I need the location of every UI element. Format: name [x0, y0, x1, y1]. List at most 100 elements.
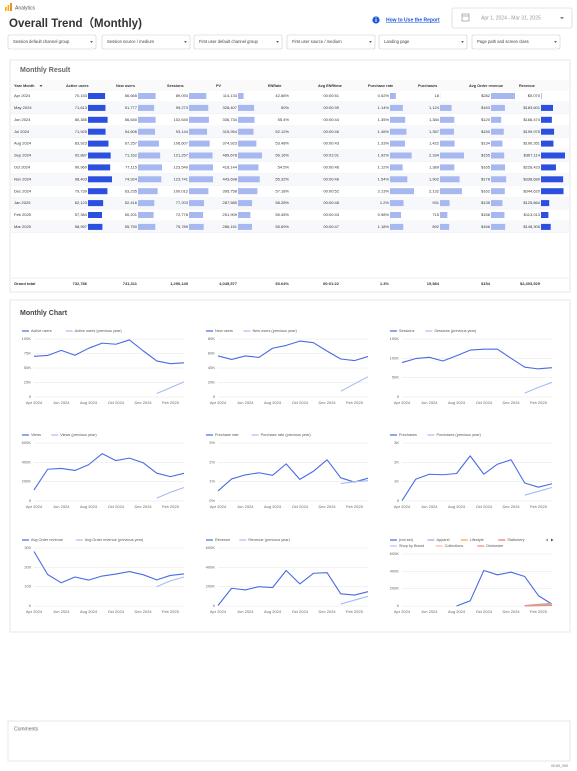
comments-box[interactable]: [7, 720, 571, 762]
x-tick-label: Jun 2024: [421, 609, 438, 614]
legend-label: Apparel: [436, 538, 449, 542]
cell-value: 1.46%: [378, 129, 390, 134]
filter-dropdown[interactable]: Session source / medium: [101, 34, 191, 50]
cell-value: $344,620: [523, 188, 540, 193]
column-header[interactable]: PV: [216, 84, 222, 88]
cell-value: 1.35%: [378, 117, 390, 122]
filter-label[interactable]: Session default channel group: [13, 39, 70, 44]
date-range[interactable]: Apr 1, 2024 - Mar 31, 2025: [481, 15, 541, 21]
filter-label[interactable]: First user default channel group: [199, 39, 259, 44]
cell-value: $5,070: [528, 93, 541, 98]
chart-section-title: Monthly Chart: [20, 310, 68, 317]
column-header[interactable]: Purchase rate: [368, 84, 393, 88]
cell-bar: [440, 140, 455, 147]
x-tick-label: Jun 2024: [237, 504, 254, 509]
row-label: Jan 2025: [14, 200, 31, 205]
cell-bar: [491, 223, 506, 230]
cell-value: 00:00:51: [323, 93, 339, 98]
filter-box[interactable]: [193, 34, 283, 50]
total-value: 741,311: [123, 281, 138, 286]
y-tick-label: 100: [24, 584, 31, 589]
column-header[interactable]: Sessions: [167, 84, 184, 88]
y-tick-label: 400K: [390, 568, 400, 573]
cell-bar: [138, 128, 155, 135]
filter-label[interactable]: Landing page: [384, 39, 410, 44]
cell-bar: [138, 104, 155, 111]
legend-label: Purchases (previous year): [436, 433, 481, 437]
help-icon[interactable]: [372, 16, 380, 24]
column-header[interactable]: Active users: [66, 84, 89, 88]
cell-value: 00:00:39: [323, 105, 339, 110]
cell-value: $120: [481, 117, 491, 122]
filter-dropdown[interactable]: Page path and screen class: [471, 34, 561, 50]
x-tick-label: Feb 2025: [530, 400, 548, 405]
x-tick-label: Feb 2025: [530, 504, 548, 509]
cell-bar: [541, 104, 554, 111]
legend-label: Revenue (previous year): [248, 538, 290, 542]
filter-box[interactable]: [471, 34, 561, 50]
cell-bar: [189, 200, 204, 207]
cell-value: 56.16%: [275, 153, 289, 158]
footer-code: 00:89_090: [551, 764, 568, 768]
total-value: $2,403,929: [520, 281, 541, 286]
filter-dropdown[interactable]: First user source / medium: [286, 34, 376, 50]
cell-bar: [390, 164, 403, 171]
column-header[interactable]: Revenue: [519, 84, 535, 88]
cell-value: $162: [481, 188, 491, 193]
filter-box[interactable]: [378, 34, 468, 50]
cell-bar: [390, 200, 404, 207]
cell-bar: [189, 128, 208, 135]
filter-box[interactable]: [101, 34, 191, 50]
x-tick-label: Aug 2024: [80, 609, 98, 614]
cell-value: 55.45%: [275, 212, 289, 217]
cell-bar: [390, 140, 405, 147]
filter-dropdown[interactable]: Session default channel group: [7, 34, 97, 50]
cell-bar: [238, 128, 254, 135]
cell-value: 54,606: [125, 129, 138, 134]
cell-value: 51,777: [125, 105, 138, 110]
cell-bar: [491, 104, 505, 111]
cell-value: 1,422: [429, 141, 440, 146]
x-tick-label: Apr 2024: [26, 400, 43, 405]
column-header[interactable]: ENRate: [268, 84, 282, 88]
filter-label[interactable]: Session source / medium: [107, 39, 155, 44]
cell-bar: [440, 188, 462, 195]
column-header[interactable]: Purchases: [418, 84, 437, 88]
cell-value: 1,389: [429, 164, 440, 169]
dropdown-caret: [554, 41, 557, 43]
x-tick-label: Apr 2024: [394, 504, 411, 509]
filter-dropdown[interactable]: Landing page: [378, 34, 468, 50]
cell-value: $113,013: [524, 212, 541, 217]
filter-box[interactable]: [286, 34, 376, 50]
y-tick-label: 150K: [390, 336, 400, 341]
row-header[interactable]: Year Month: [14, 84, 35, 88]
series-line: [524, 604, 553, 607]
x-tick-label: Feb 2025: [346, 609, 364, 614]
x-tick-label: Dec 2024: [319, 504, 337, 509]
cell-bar: [138, 212, 154, 218]
cell-value: 892: [432, 224, 439, 229]
filter-box[interactable]: [7, 34, 97, 50]
x-tick-label: Dec 2024: [135, 400, 153, 405]
cell-value: 89,093: [176, 93, 189, 98]
date-picker[interactable]: Apr 1, 2024 - Mar 31, 2025: [451, 7, 573, 29]
row-label: Dec 2024: [14, 188, 32, 193]
help-link[interactable]: How to Use the Report: [386, 17, 440, 23]
column-header[interactable]: New users: [116, 84, 135, 88]
cell-bar: [189, 188, 209, 195]
cell-bar: [238, 200, 253, 207]
cell-bar: [88, 104, 106, 111]
column-header[interactable]: Avg ENRtime: [318, 84, 342, 88]
filter-dropdown[interactable]: First user default channel group: [193, 34, 283, 50]
legend-label: Purchase rate: [215, 433, 239, 437]
legend-prev[interactable]: [545, 538, 549, 542]
x-tick-label: Feb 2025: [346, 400, 364, 405]
filter-label[interactable]: Page path and screen class: [477, 39, 529, 44]
x-tick-label: Aug 2024: [264, 400, 282, 405]
column-header[interactable]: Avg Order revenue: [469, 84, 503, 88]
legend-next[interactable]: [551, 538, 554, 542]
cell-bar: [88, 223, 103, 230]
x-tick-label: Oct 2024: [476, 609, 493, 614]
y-tick-label: 1%: [209, 479, 215, 484]
filter-label[interactable]: First user source / medium: [292, 39, 342, 44]
